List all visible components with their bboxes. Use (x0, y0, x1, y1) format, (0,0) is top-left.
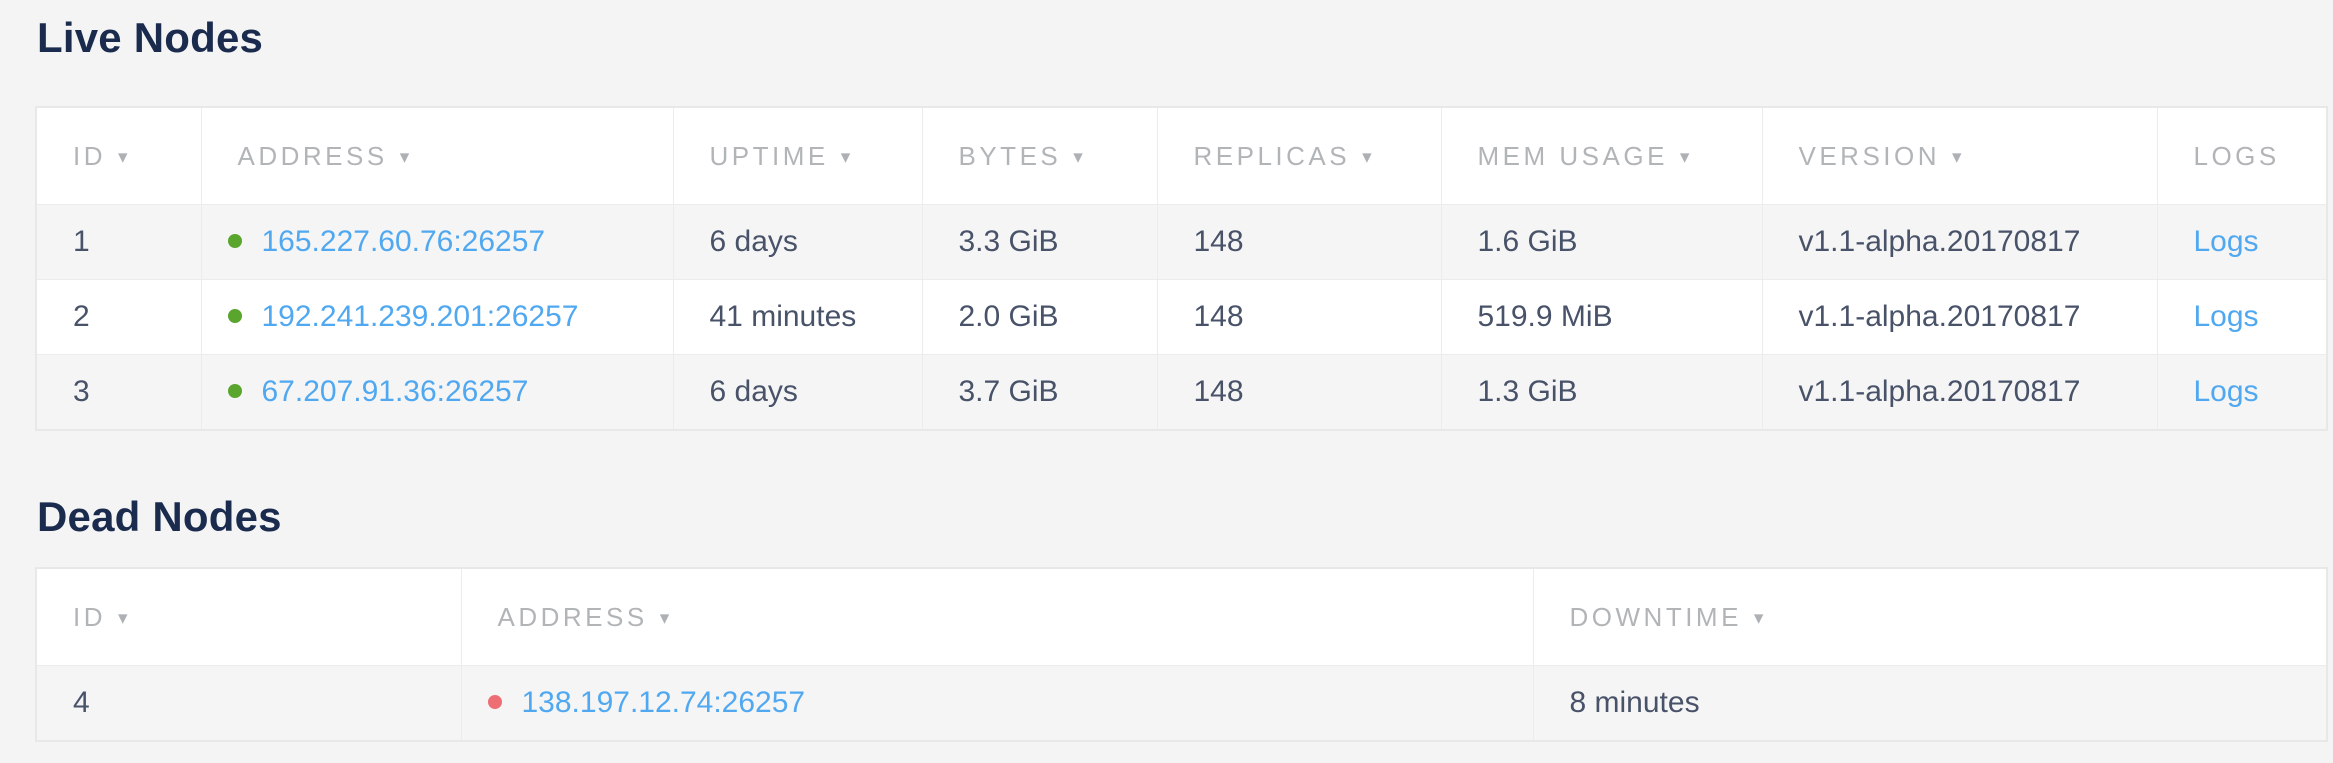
col-header-label: UPTIME (709, 140, 829, 171)
cell-bytes: 3.7 GiB (921, 354, 1158, 431)
cell-uptime: 41 minutes (672, 279, 923, 355)
table-row: 1 165.227.60.76:26257 6 days 3.3 GiB 148… (35, 204, 2328, 280)
cell-version: v1.1-alpha.20170817 (1761, 204, 2158, 280)
table-row: 3 67.207.91.36:26257 6 days 3.7 GiB 148 … (35, 354, 2328, 431)
col-header-id[interactable]: ID ▾ (35, 567, 462, 666)
col-header-label: LOGS (2193, 140, 2280, 171)
logs-link[interactable]: Logs (2193, 225, 2259, 258)
col-header-downtime[interactable]: DOWNTIME ▾ (1532, 567, 2328, 666)
node-address-link[interactable]: 67.207.91.36:26257 (261, 375, 529, 408)
live-nodes-table: ID ▾ ADDRESS ▾ UPTIME ▾ BYTES ▾ REPLICAS ▾ ME… (35, 106, 2328, 431)
col-header-address[interactable]: ADDRESS ▾ (460, 567, 1534, 666)
cell-replicas: 148 (1156, 279, 1442, 355)
cell-replicas: 148 (1156, 354, 1442, 431)
cell-version: v1.1-alpha.20170817 (1761, 354, 2158, 431)
node-address-link[interactable]: 138.197.12.74:26257 (521, 686, 806, 719)
logs-link[interactable]: Logs (2193, 300, 2259, 333)
col-header-address[interactable]: ADDRESS ▾ (200, 106, 674, 205)
col-header-label: BYTES (958, 140, 1062, 171)
cell-id: 4 (35, 665, 462, 742)
col-header-version[interactable]: VERSION ▾ (1761, 106, 2158, 205)
sort-arrow-icon: ▾ (840, 146, 854, 168)
col-header-label: ID (73, 140, 106, 171)
sort-arrow-icon: ▾ (1679, 146, 1693, 168)
dead-status-icon (487, 695, 502, 709)
cell-mem-usage: 519.9 MiB (1440, 279, 1763, 355)
logs-link[interactable]: Logs (2193, 375, 2259, 408)
col-header-replicas[interactable]: REPLICAS ▾ (1156, 106, 1442, 205)
cell-id: 1 (35, 204, 202, 280)
cell-version: v1.1-alpha.20170817 (1761, 279, 2158, 355)
cell-mem-usage: 1.3 GiB (1440, 354, 1763, 431)
live-status-icon (227, 309, 242, 323)
sort-arrow-icon: ▾ (399, 146, 413, 168)
live-status-icon (227, 234, 242, 248)
sort-arrow-icon: ▾ (1073, 146, 1087, 168)
sort-arrow-icon: ▾ (1952, 146, 1966, 168)
sort-arrow-icon: ▾ (659, 607, 673, 629)
live-status-icon (227, 384, 242, 398)
col-header-uptime[interactable]: UPTIME ▾ (672, 106, 923, 205)
cell-id: 3 (35, 354, 202, 431)
col-header-label: REPLICAS (1193, 140, 1351, 171)
col-header-id[interactable]: ID ▾ (35, 106, 202, 205)
cell-logs: Logs (2156, 279, 2328, 355)
nodes-overview-page: Live Nodes ID ▾ ADDRESS ▾ UPTIME ▾ BYTES ▾ R… (35, 14, 2328, 742)
cell-bytes: 2.0 GiB (921, 279, 1158, 355)
cell-uptime: 6 days (672, 204, 923, 280)
node-address-link[interactable]: 165.227.60.76:26257 (261, 225, 546, 258)
cell-address: 138.197.12.74:26257 (460, 665, 1534, 742)
col-header-logs: LOGS (2156, 106, 2328, 205)
cell-bytes: 3.3 GiB (921, 204, 1158, 280)
cell-address: 192.241.239.201:26257 (200, 279, 674, 355)
node-address-link[interactable]: 192.241.239.201:26257 (261, 300, 579, 333)
live-nodes-header-row: ID ▾ ADDRESS ▾ UPTIME ▾ BYTES ▾ REPLICAS ▾ ME… (35, 106, 2328, 205)
sort-arrow-icon: ▾ (118, 146, 132, 168)
cell-replicas: 148 (1156, 204, 1442, 280)
cell-logs: Logs (2156, 204, 2328, 280)
sort-arrow-icon: ▾ (1753, 607, 1767, 629)
cell-address: 67.207.91.36:26257 (200, 354, 674, 431)
col-header-label: VERSION (1798, 140, 1941, 171)
table-row: 2 192.241.239.201:26257 41 minutes 2.0 G… (35, 279, 2328, 355)
table-row: 4 138.197.12.74:26257 8 minutes (35, 665, 2328, 742)
section-title-live-nodes: Live Nodes (37, 14, 264, 61)
col-header-mem-usage[interactable]: MEM USAGE ▾ (1440, 106, 1763, 205)
cell-id: 2 (35, 279, 202, 355)
col-header-label: MEM USAGE (1477, 140, 1668, 171)
cell-downtime: 8 minutes (1532, 665, 2328, 742)
cell-mem-usage: 1.6 GiB (1440, 204, 1763, 280)
sort-arrow-icon: ▾ (118, 607, 132, 629)
col-header-label: ADDRESS (497, 601, 648, 632)
cell-uptime: 6 days (672, 354, 923, 431)
dead-nodes-header-row: ID ▾ ADDRESS ▾ DOWNTIME ▾ (35, 567, 2328, 666)
sort-arrow-icon: ▾ (1362, 146, 1376, 168)
col-header-label: ADDRESS (237, 140, 388, 171)
col-header-label: ID (73, 601, 106, 632)
dead-nodes-table: ID ▾ ADDRESS ▾ DOWNTIME ▾ 4 138.197.12.74:2… (35, 567, 2328, 742)
cell-address: 165.227.60.76:26257 (200, 204, 674, 280)
section-title-dead-nodes: Dead Nodes (37, 493, 282, 540)
cell-logs: Logs (2156, 354, 2328, 431)
col-header-label: DOWNTIME (1569, 601, 1742, 632)
col-header-bytes[interactable]: BYTES ▾ (921, 106, 1158, 205)
